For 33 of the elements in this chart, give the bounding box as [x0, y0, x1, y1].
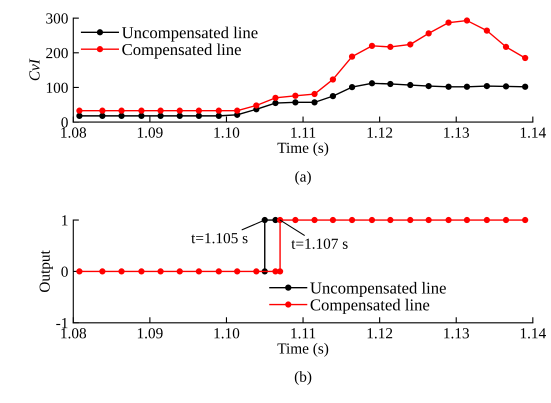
- y-tick-label: 1: [62, 215, 68, 226]
- x-axis-title: Time (s): [278, 342, 328, 357]
- text: (b): [294, 371, 312, 385]
- annotation: t=1.107 s: [291, 238, 348, 249]
- x-tick-label: 1.10: [214, 328, 240, 338]
- x-tick-label: 1.14: [520, 127, 546, 138]
- x-tick-label: 1.13: [444, 328, 469, 338]
- legend-label: Uncompensated line: [310, 282, 446, 298]
- y-tick-label: 0: [61, 117, 68, 128]
- y-tick-label: 0: [61, 266, 68, 277]
- y-axis-title: Output: [40, 250, 53, 292]
- x-axis-title: Time (s): [278, 142, 328, 156]
- legend-label: Uncompensated line: [122, 26, 258, 42]
- x-tick-label: 1.10: [214, 127, 240, 138]
- y-tick-label: 300: [46, 13, 68, 24]
- x-tick-label: 1.14: [520, 328, 546, 338]
- text: (a): [295, 170, 311, 185]
- y-tick-label: -1: [56, 318, 68, 328]
- legend-label: Compensated line: [122, 43, 241, 59]
- x-tick-label: 1.11: [291, 127, 316, 138]
- y-tick-label: 100: [46, 82, 68, 93]
- x-tick-label: 1.09: [138, 127, 163, 138]
- y-axis-title: CvI: [29, 58, 40, 80]
- x-tick-label: 1.08: [61, 328, 86, 338]
- x-tick-label: 1.12: [368, 328, 392, 338]
- x-tick-label: 1.12: [368, 127, 392, 138]
- x-tick-label: 1.09: [138, 328, 163, 338]
- x-tick-label: 1.11: [291, 328, 316, 338]
- x-tick-label: 1.13: [444, 127, 469, 138]
- legend-label: Compensated line: [310, 298, 430, 314]
- annotation: t=1.105 s: [191, 232, 248, 244]
- x-tick-label: 1.08: [61, 127, 86, 138]
- y-tick-label: 200: [46, 48, 68, 58]
